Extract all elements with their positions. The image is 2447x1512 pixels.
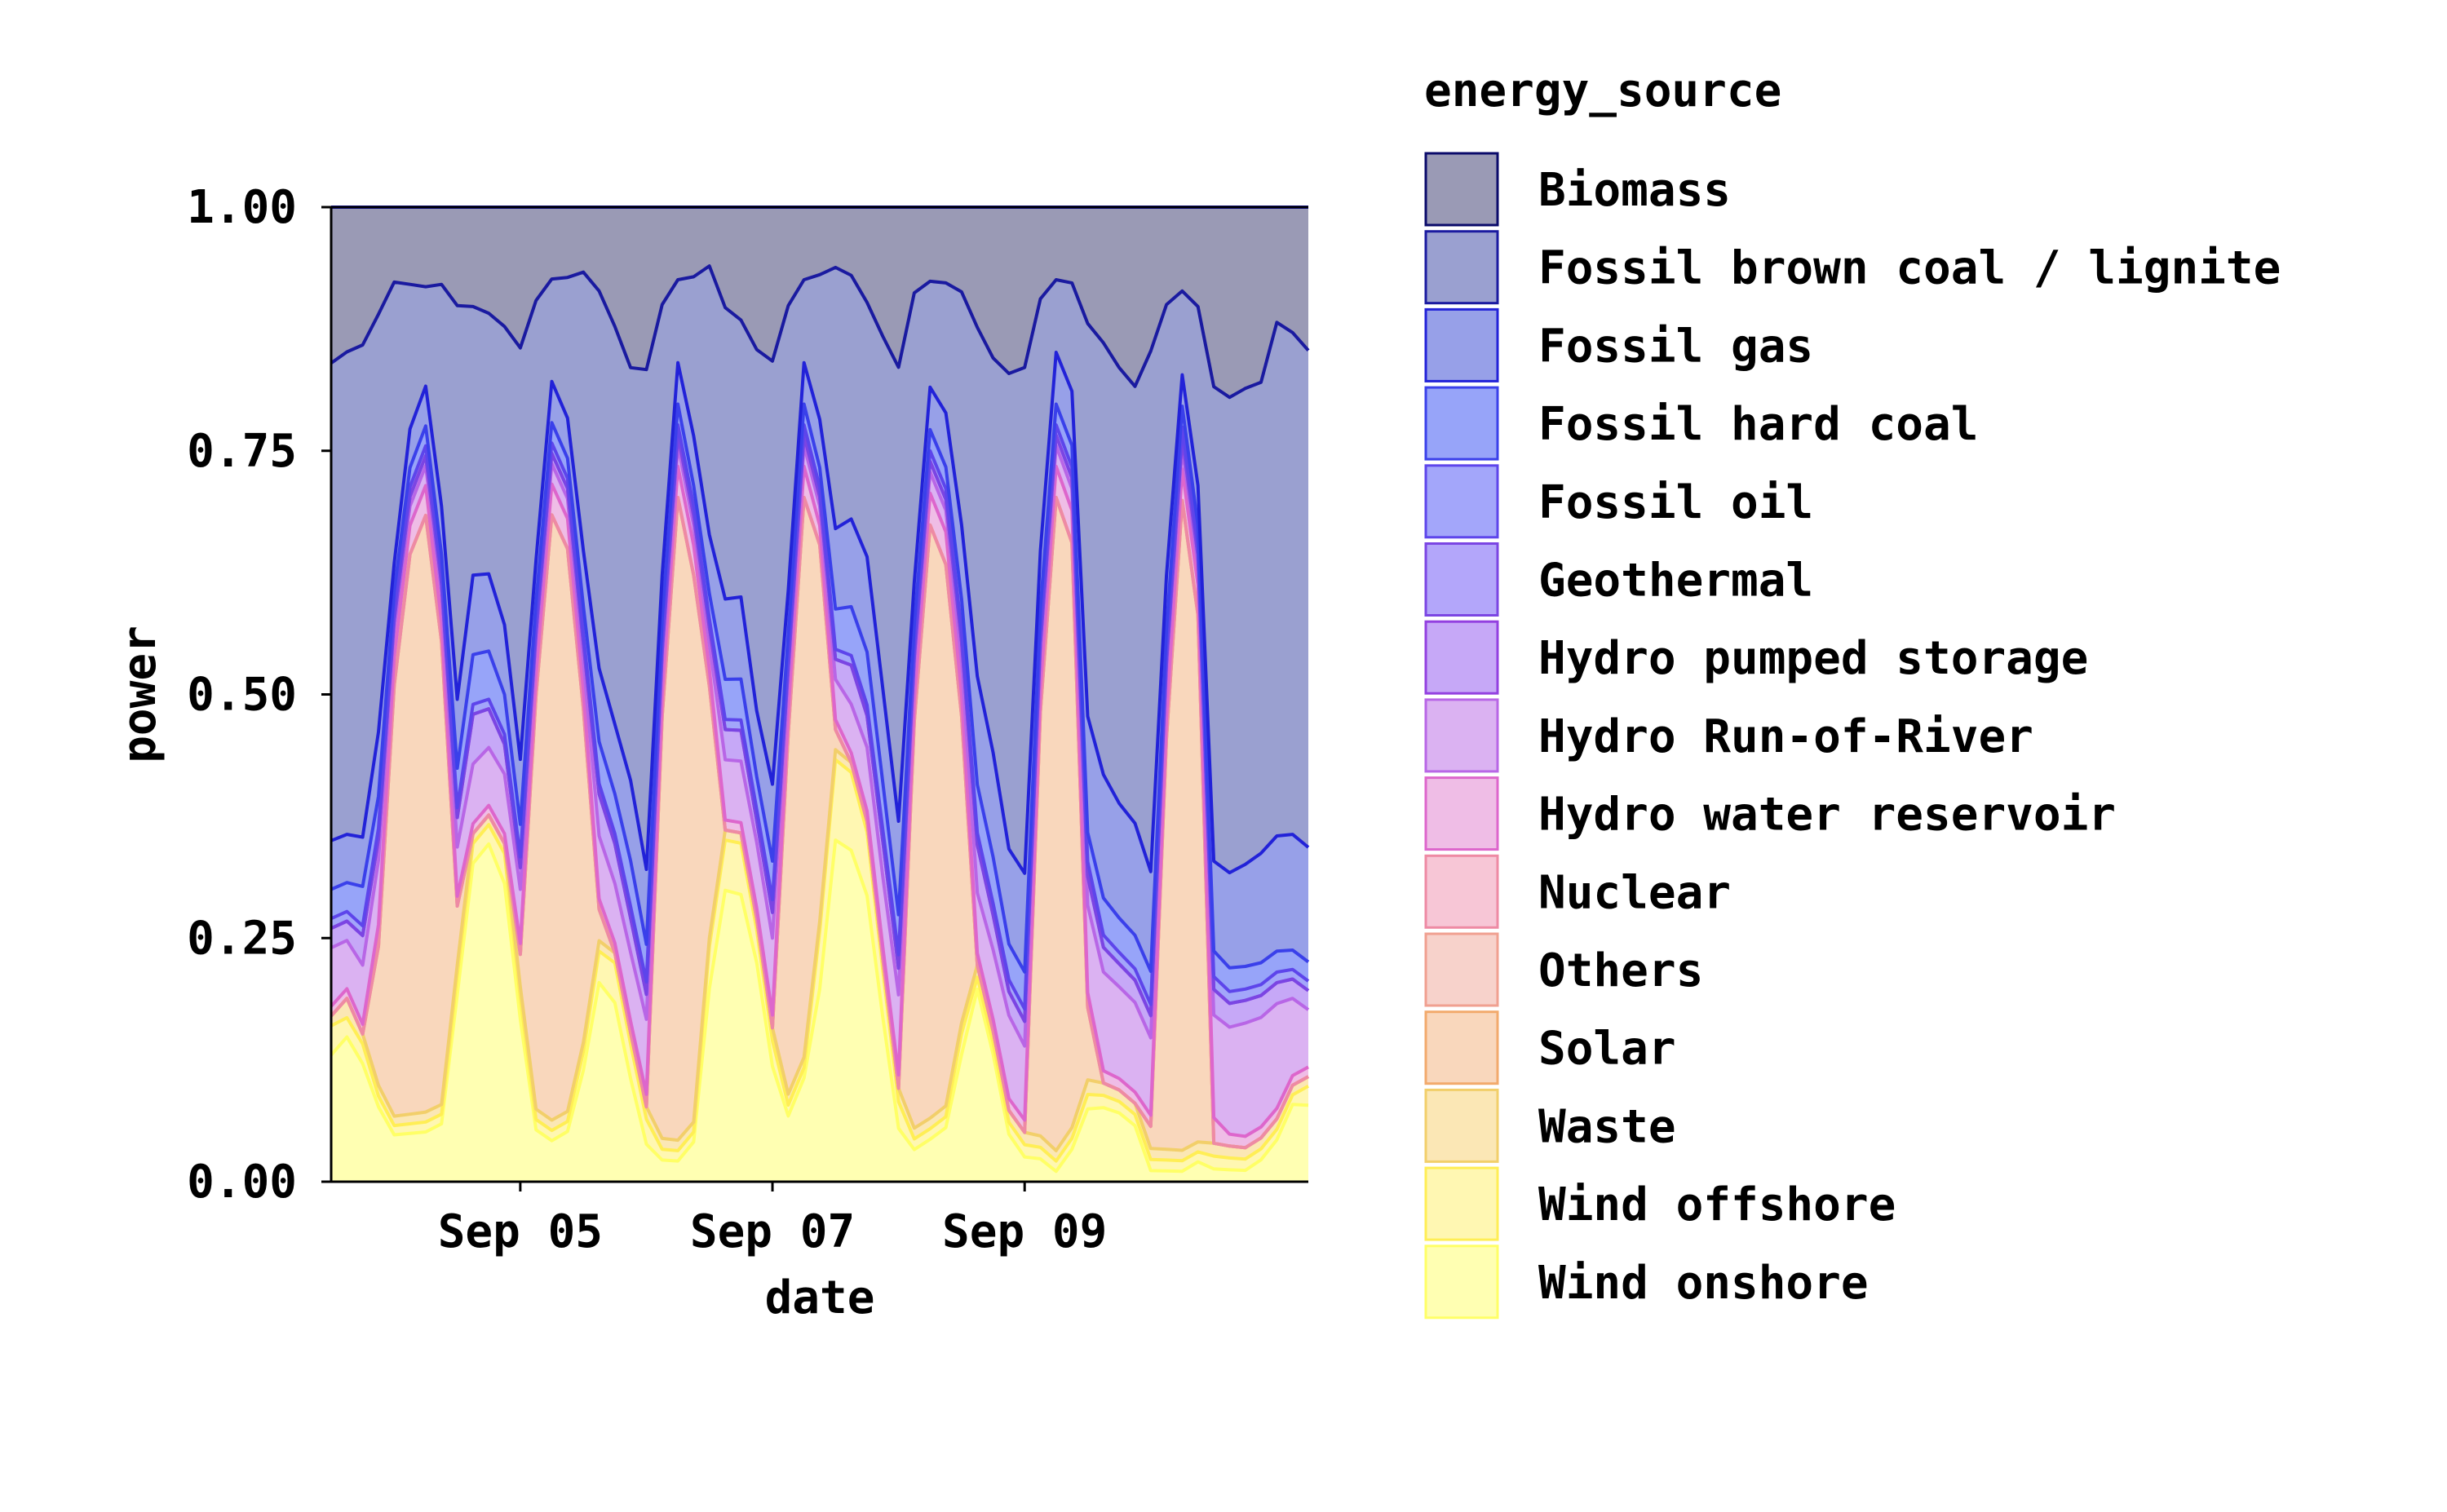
y-tick-label: 0.00 (187, 1156, 297, 1209)
legend-swatch (1424, 620, 1499, 695)
area-wind-offshore (331, 759, 1308, 1172)
legend-swatch (1424, 1166, 1499, 1241)
legend-label: Hydro water reservoir (1538, 789, 2116, 842)
legend-label: Wind offshore (1538, 1178, 1896, 1231)
area-fossil-gas (331, 352, 1308, 972)
legend-label: Wind onshore (1538, 1257, 1869, 1310)
legend-swatch (1424, 1010, 1499, 1085)
legend-swatch (1424, 307, 1499, 382)
area-fossil-brown-coal-lignite (331, 266, 1308, 873)
legend-label: Fossil gas (1538, 320, 1813, 373)
legend-swatch (1424, 542, 1499, 617)
area-biomass (331, 207, 1308, 398)
legend: energy_source Biomass Fossil brown coal /… (1424, 64, 2281, 1320)
legend-swatch (1424, 776, 1499, 851)
line-fossil-oil (330, 423, 1310, 1011)
line-hydro-water-reservoir (330, 464, 1309, 1138)
legend-swatch (1424, 698, 1499, 773)
legend-label: Solar (1538, 1023, 1676, 1076)
legend-label: Others (1538, 944, 1703, 997)
axes: 0.000.250.500.751.00 Sep 05 Sep 07 Sep 09 … (113, 181, 1308, 1324)
y-tick-label: 0.75 (187, 425, 297, 478)
x-tick-label: Sep 09 (942, 1205, 1107, 1258)
line-fossil-brown-coal-lignite (330, 264, 1310, 400)
legend-swatch (1424, 464, 1499, 539)
y-tick-label: 1.00 (187, 181, 297, 234)
x-ticks: Sep 05 Sep 07 Sep 09 (438, 1182, 1107, 1258)
x-tick-label: Sep 07 (690, 1205, 855, 1258)
legend-swatch (1424, 932, 1499, 1007)
line-fossil-hard-coal (330, 402, 1310, 974)
area-wind-onshore (331, 840, 1308, 1182)
legend-label: Hydro Run-of-River (1538, 710, 2033, 763)
legend-swatch (1424, 1245, 1499, 1320)
legend-title: energy_source (1424, 64, 1781, 117)
legend-swatch (1424, 386, 1499, 461)
legend-swatch (1424, 152, 1499, 227)
legend-label: Fossil brown coal / lignite (1538, 242, 2281, 295)
x-tick-label: Sep 05 (438, 1205, 603, 1258)
x-axis-label: date (765, 1271, 875, 1324)
y-tick-label: 0.25 (187, 912, 297, 965)
y-ticks: 0.00 0.25 0.50 0.75 1.00 (187, 181, 331, 1209)
legend-items: Biomass Fossil brown coal / lignite Fossil… (1424, 152, 2281, 1320)
legend-label: Biomass (1538, 164, 1731, 217)
legend-swatch (1424, 854, 1499, 929)
y-tick-label: 0.50 (187, 669, 297, 722)
legend-label: Waste (1538, 1100, 1676, 1153)
legend-label: Hydro pumped storage (1538, 632, 2088, 685)
legend-label: Geothermal (1538, 555, 1813, 608)
legend-label: Nuclear (1538, 866, 1731, 919)
area-series-group (330, 206, 1310, 1182)
line-wind-onshore (330, 838, 1309, 1174)
legend-swatch (1424, 1088, 1499, 1163)
legend-label: Fossil oil (1538, 476, 1813, 529)
area-solar (331, 497, 1308, 1151)
legend-label: Fossil hard coal (1538, 398, 1978, 451)
legend-swatch (1424, 230, 1499, 305)
y-axis-label: power (113, 626, 166, 763)
line-fossil-gas (330, 351, 1310, 875)
